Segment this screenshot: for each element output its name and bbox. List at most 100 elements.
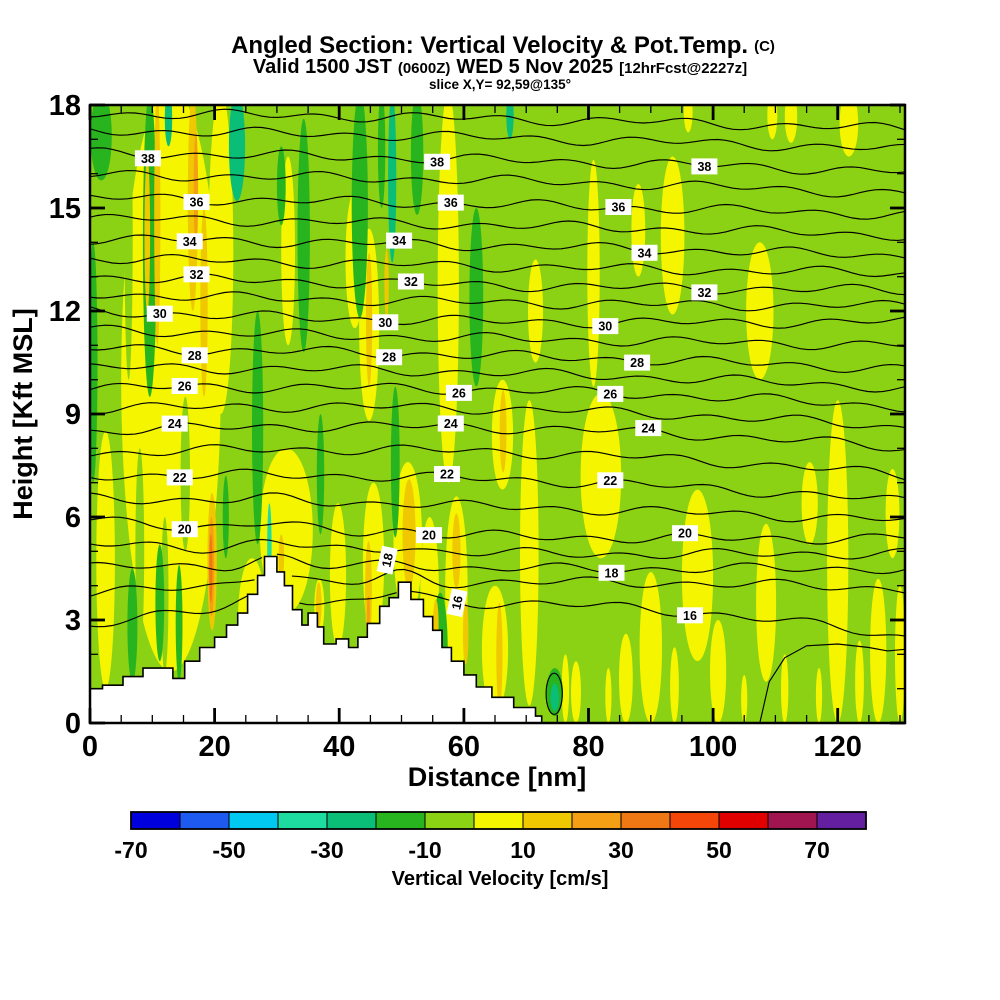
isentrope-label: 20 (416, 527, 442, 544)
x-tick-label: 20 (198, 731, 230, 763)
isentrope-label-text: 38 (430, 155, 444, 169)
velocity-patch (365, 541, 372, 644)
isentrope-label-text: 20 (422, 529, 436, 543)
isentrope-label: 22 (597, 472, 624, 489)
isentrope-label: 22 (434, 466, 460, 482)
isentrope-label: 26 (445, 384, 472, 401)
isentrope-label-text: 34 (392, 234, 406, 248)
isentrope-label-text: 30 (598, 320, 612, 334)
isentrope-label-text: 34 (183, 235, 197, 249)
isentrope-label: 18 (376, 545, 398, 575)
x-tick-label: 120 (814, 731, 862, 763)
velocity-patch (756, 523, 777, 682)
plot-area: 16 16 18 18 20 20 20 22 22 22 24 24 24 26 26 26 28 28 28 30… (90, 105, 905, 723)
velocity-patch (390, 386, 400, 538)
isentrope-label-text: 22 (440, 468, 454, 482)
isentrope-line (90, 492, 905, 523)
colorbar-tick-label: 30 (608, 837, 634, 863)
isentrope-label-box (437, 194, 464, 211)
isentrope-line (90, 568, 905, 597)
velocity-patch (96, 431, 115, 689)
isentrope-label: 28 (181, 347, 208, 364)
isentrope-line (90, 273, 905, 296)
isentrope-label-box (183, 266, 210, 283)
velocity-patch (366, 252, 373, 387)
colorbar-tick-label: -10 (408, 837, 441, 863)
valid-date: WED 5 Nov 2025 (456, 56, 613, 78)
x-tick-label: 100 (689, 731, 737, 763)
velocity-patch (175, 565, 183, 682)
isentrope-label-text: 34 (638, 246, 652, 260)
isentrope-line (90, 306, 905, 329)
colorbar-tick-label: 50 (706, 837, 732, 863)
isentrope-label: 34 (176, 233, 203, 250)
colorbar-tick-label: 10 (510, 837, 536, 863)
velocity-patch (384, 249, 389, 318)
colorbar-cell (179, 811, 230, 830)
chart-title: Angled Section: Vertical Velocity & Pot.… (231, 32, 775, 59)
colorbar-tick-label: -70 (114, 837, 147, 863)
colorbar-cell (277, 811, 328, 830)
isentrope-label-text: 28 (382, 351, 396, 365)
velocity-patch (670, 647, 679, 723)
isentrope-line (90, 108, 905, 131)
colorbar-cell (620, 811, 671, 830)
isentrope-label-text: 16 (683, 609, 697, 623)
isentrope-line (90, 254, 905, 278)
isentrope-label-text: 32 (697, 286, 711, 300)
velocity-patch (639, 572, 662, 723)
chart-title-unit: (C) (754, 38, 775, 55)
terrain-silhouette (90, 556, 542, 723)
isentrope-line (90, 193, 905, 220)
velocity-patch (781, 654, 789, 723)
colorbar-cell (669, 811, 720, 830)
isentrope-label: 24 (161, 415, 188, 432)
slice-label: slice X,Y= 92,59@135° (429, 77, 571, 92)
colorbar-cell (767, 811, 818, 830)
velocity-patch (316, 414, 325, 535)
isentrope-label-text: 30 (153, 307, 167, 321)
isentrope-label-box (171, 521, 198, 538)
velocity-patch (496, 602, 503, 706)
isentrope-label-text: 38 (697, 160, 711, 174)
isentrope-label-text: 18 (379, 552, 396, 569)
isentrope-label-box (146, 305, 173, 322)
isentrope-label: 24 (635, 420, 662, 437)
y-tick-label: 3 (65, 605, 81, 637)
isentrope-label-box (677, 607, 703, 624)
isentrope-line (90, 382, 905, 413)
colorbar-title: Vertical Velocity [cm/s] (392, 868, 609, 890)
velocity-patch (297, 118, 310, 353)
velocity-patch (571, 661, 581, 723)
velocity-patch (710, 620, 727, 723)
isentrope-line (90, 538, 905, 560)
isentrope-label: 36 (437, 194, 464, 211)
isentrope-label-box (166, 469, 193, 486)
isentrope-label-box (176, 233, 203, 250)
y-tick-label: 6 (65, 502, 81, 534)
isentrope-label-text: 20 (178, 523, 192, 537)
forecast-info: [12hrFcst@2227z] (619, 60, 747, 77)
isentrope-label: 26 (171, 378, 198, 394)
isentrope-label: 34 (631, 244, 658, 261)
isentrope-label: 32 (691, 284, 718, 301)
colorbar-cell (424, 811, 475, 830)
velocity-patch (784, 105, 798, 143)
colorbar-frame (130, 811, 867, 830)
velocity-patch (855, 640, 864, 723)
isentrope-label: 38 (691, 158, 718, 175)
isentrope-label-box (691, 158, 718, 175)
isentrope-label: 28 (624, 354, 651, 371)
x-tick-label: 60 (448, 731, 480, 763)
isentrope-label-text: 36 (190, 196, 204, 210)
velocity-patch (222, 475, 229, 559)
velocity-patch (683, 105, 693, 133)
velocity-patch (208, 105, 234, 414)
colorbar-tick-label: -50 (212, 837, 245, 863)
y-tick-label: 9 (65, 399, 81, 431)
isentrope-label: 24 (437, 415, 464, 432)
velocity-patch (469, 207, 484, 387)
isentrope-label-box (445, 384, 472, 401)
velocity-patch (506, 105, 514, 140)
